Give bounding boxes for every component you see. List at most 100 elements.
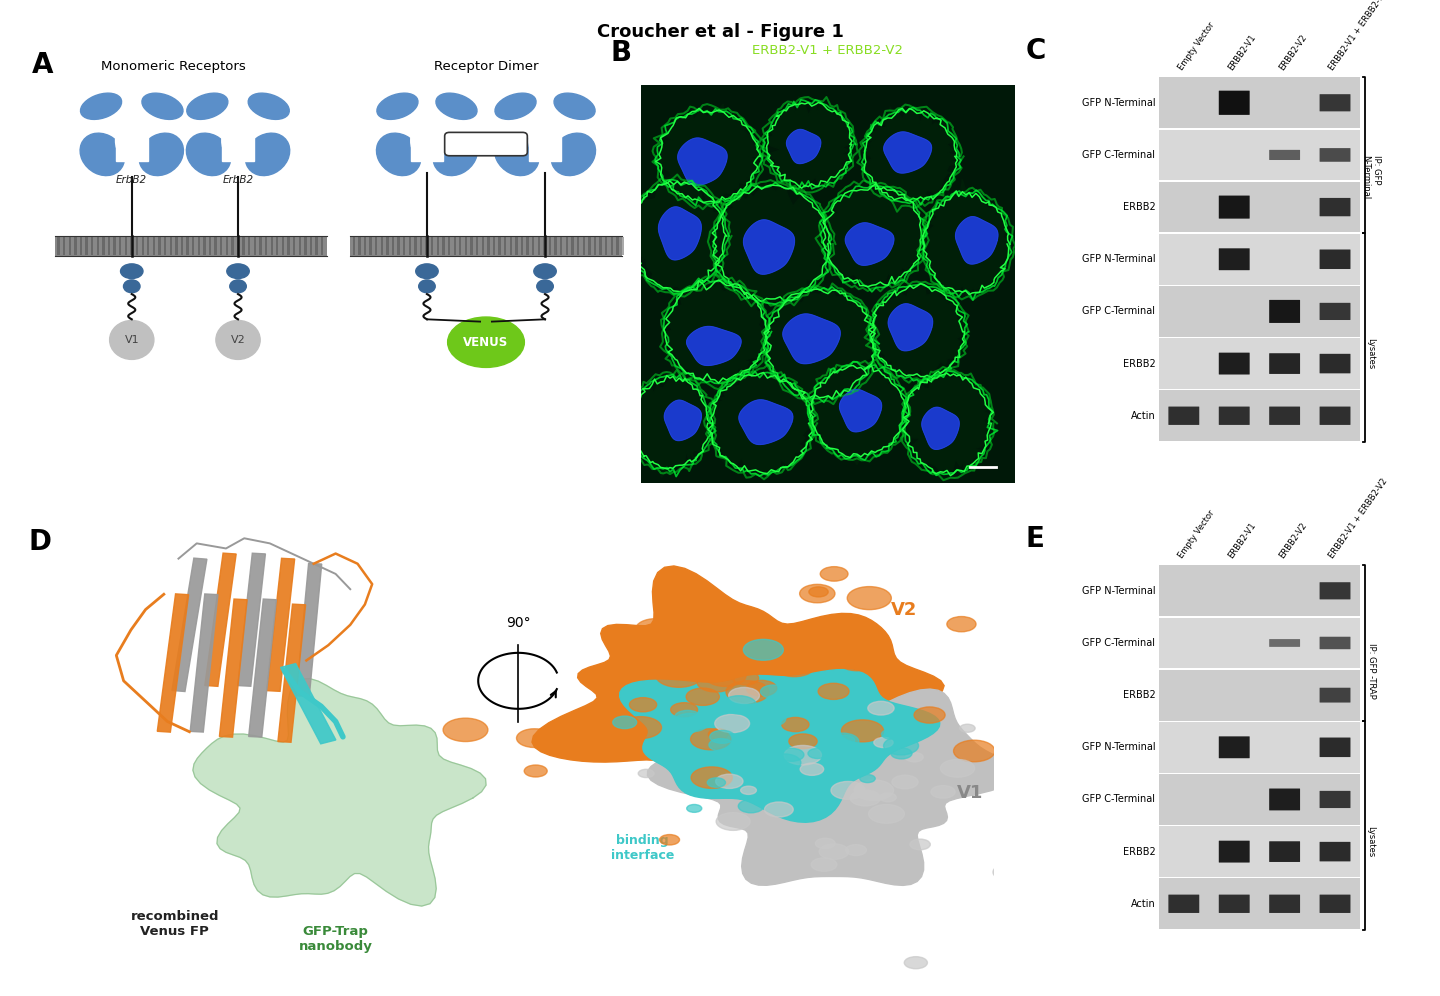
Bar [583,237,585,255]
Bar [1159,722,1361,773]
Bar [91,237,94,255]
Bar [115,129,148,161]
Bar [353,237,354,255]
Bar [616,237,619,255]
Ellipse shape [821,567,848,581]
Bar [1159,286,1361,337]
FancyBboxPatch shape [1269,406,1300,425]
FancyBboxPatch shape [1168,894,1200,913]
Ellipse shape [81,133,124,175]
Ellipse shape [811,858,837,872]
Bar [622,237,624,255]
Bar [220,237,222,255]
Polygon shape [867,286,971,384]
Bar [543,237,546,255]
Bar [298,237,301,255]
Bar [259,237,262,255]
Text: ErbB2: ErbB2 [222,175,253,185]
Ellipse shape [436,94,477,120]
Ellipse shape [708,729,729,739]
Text: V1: V1 [958,784,984,802]
Ellipse shape [554,94,595,120]
Ellipse shape [186,133,230,175]
Bar [566,237,567,255]
Ellipse shape [140,133,183,175]
Polygon shape [624,180,729,296]
Polygon shape [619,669,940,823]
Ellipse shape [801,763,824,775]
Polygon shape [664,400,701,440]
Bar [304,237,307,255]
Bar [471,237,472,255]
Polygon shape [190,594,217,732]
Bar [420,237,422,255]
Polygon shape [687,327,742,366]
Bar [153,237,156,255]
FancyBboxPatch shape [1269,842,1300,862]
Text: E: E [1025,525,1044,553]
Text: Lysates: Lysates [1367,826,1375,857]
FancyBboxPatch shape [1218,841,1250,863]
Ellipse shape [410,120,444,161]
Ellipse shape [517,729,553,747]
Ellipse shape [838,757,864,770]
Polygon shape [739,399,793,444]
Ellipse shape [850,790,881,806]
Ellipse shape [81,94,121,120]
Ellipse shape [868,701,894,715]
Ellipse shape [619,716,661,738]
Ellipse shape [675,710,700,724]
Ellipse shape [906,753,923,762]
Polygon shape [819,181,930,288]
Ellipse shape [940,759,975,777]
Bar [1159,181,1361,232]
Ellipse shape [841,720,884,742]
Ellipse shape [847,587,891,610]
FancyBboxPatch shape [1269,789,1300,811]
Bar [504,237,507,255]
Ellipse shape [629,697,657,712]
Text: ERBB2-V1 + ERBB2-V2: ERBB2-V1 + ERBB2-V2 [1328,477,1390,560]
FancyBboxPatch shape [1269,894,1300,913]
Ellipse shape [216,321,261,360]
Bar [1159,669,1361,720]
Bar [141,237,144,255]
Bar [572,237,573,255]
Bar [436,237,439,255]
Bar [276,237,278,255]
Ellipse shape [994,864,1027,880]
Bar [459,237,461,255]
Text: Empty Vector: Empty Vector [1176,509,1217,560]
Bar [498,237,501,255]
Ellipse shape [109,321,154,360]
Text: ErbB2: ErbB2 [117,175,147,185]
Ellipse shape [854,780,894,801]
Ellipse shape [685,688,720,705]
Polygon shape [678,138,727,185]
Text: GFP C-Terminal: GFP C-Terminal [1083,307,1155,317]
Ellipse shape [528,120,562,161]
Text: Actin: Actin [1130,898,1155,908]
Bar [271,237,272,255]
Polygon shape [860,107,960,213]
Ellipse shape [785,745,821,765]
Bar [510,237,513,255]
Bar [63,237,65,255]
Ellipse shape [765,802,793,817]
Polygon shape [278,605,305,742]
Bar [176,237,177,255]
Bar [1159,129,1361,180]
Bar [147,237,150,255]
FancyBboxPatch shape [1319,894,1351,913]
Ellipse shape [822,752,847,765]
Polygon shape [922,407,959,449]
Bar [392,237,395,255]
Ellipse shape [768,754,801,772]
Bar [516,237,517,255]
Bar [79,237,82,255]
FancyBboxPatch shape [1218,353,1250,374]
Polygon shape [766,286,874,400]
Polygon shape [845,223,894,265]
Text: ERBB2-V1: ERBB2-V1 [1227,33,1259,72]
Ellipse shape [228,264,249,279]
